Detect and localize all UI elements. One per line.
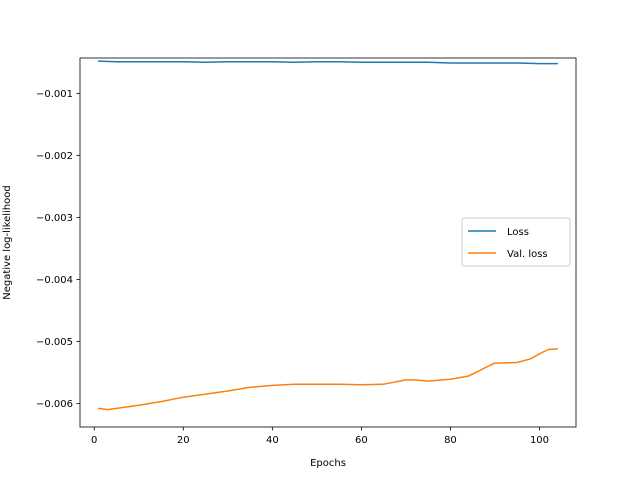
y-tick-label: −0.006 [36,399,73,410]
legend-label-2: Val. loss [507,249,548,260]
series-layer [97,60,559,411]
x-tick-label: 20 [177,435,190,446]
y-axis-ticks: −0.001 −0.002 −0.003 −0.004 −0.005 −0.006 [36,89,80,410]
x-tick-label: 100 [530,435,549,446]
y-axis-label: Negative log-likelihood [2,185,13,300]
x-axis-ticks: 0 20 40 60 80 100 [91,427,549,446]
y-tick-label: −0.002 [36,151,73,162]
x-tick-label: 0 [91,435,97,446]
series-line-2 [97,348,559,411]
x-tick-label: 40 [266,435,279,446]
x-tick-label: 60 [355,435,368,446]
y-tick-label: −0.004 [36,275,73,286]
legend-box [461,217,571,267]
plot-frame [79,57,577,428]
x-tick-label: 80 [444,435,457,446]
y-tick-label: −0.003 [36,213,73,224]
x-axis-label: Epochs [310,458,346,469]
legend: Loss Val. loss [461,217,571,267]
y-tick-label: −0.005 [36,337,73,348]
series-line-1 [97,60,559,65]
legend-label-1: Loss [507,227,529,238]
y-tick-label: −0.001 [36,89,73,100]
